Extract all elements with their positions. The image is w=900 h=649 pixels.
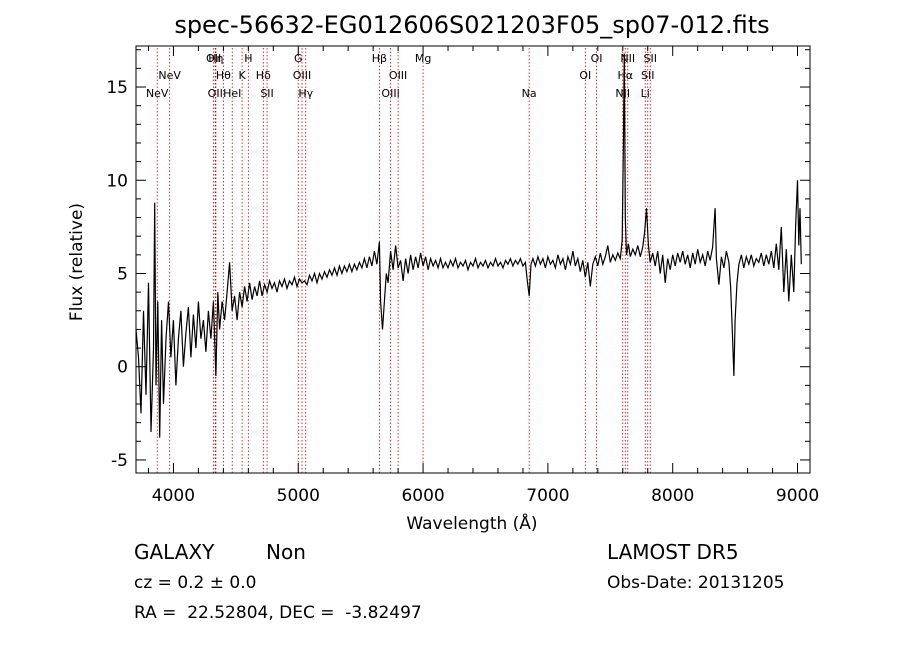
line-marker-label: HeI [223,87,241,100]
spectrum-line [135,53,802,438]
line-marker-label: Li [641,87,650,100]
line-marker-label: Hγ [298,87,313,100]
line-marker-label: Na [522,87,537,100]
coordinates: RA = 22.52804, DEC = -3.82497 [134,603,422,623]
x-tick-label: 7000 [526,486,569,506]
line-marker-label: H [244,52,252,65]
line-marker-label: OII [208,87,223,100]
x-axis-label: Wavelength (Å) [406,512,537,534]
line-marker-label: OIII [293,69,311,82]
x-tick-label: 6000 [401,486,444,506]
line-marker-label: Mg [415,52,431,65]
x-tick-label: 5000 [277,486,320,506]
y-tick-label: -5 [111,451,128,471]
x-axis: 4000 5000 6000 7000 8000 9000 [147,46,819,506]
line-marker-label: SII [641,69,654,82]
y-tick-label: 10 [106,171,128,191]
line-marker-label: OII [206,52,221,65]
line-marker-label: OI [579,69,591,82]
line-marker-label: G [294,52,303,65]
x-tick-label: 4000 [152,486,195,506]
line-marker-label: SII [260,87,273,100]
line-marker-label: NII [615,87,630,100]
survey-name: LAMOST DR5 [607,540,739,564]
line-marker-label: OIII [381,87,399,100]
line-marker-label: OI [591,52,603,65]
y-axis: -5 0 5 10 15 [106,49,810,471]
line-marker-label: Hβ [372,52,387,65]
y-tick-label: 0 [117,358,128,378]
line-marker-label: Hθ [216,69,231,82]
plot-frame [135,45,811,474]
line-marker-label: Hδ [256,69,271,82]
chart-title: spec-56632-EG012606S021203F05_sp07-012.f… [174,11,769,39]
line-marker-label: NeV [158,69,181,82]
line-marker-label: OIII [389,69,407,82]
line-marker-label: NeV [146,87,169,100]
y-tick-label: 5 [117,264,128,284]
y-axis-label: Flux (relative) [67,203,87,321]
observation-date: Obs-Date: 20131205 [607,573,785,593]
line-marker-label: SII [643,52,656,65]
y-tick-label: 15 [106,78,128,98]
emission-line-markers: NeVNeVOIIHηOIIHθHeIKHHδSIIGOIIIHγHβOIIIO… [146,48,657,473]
redshift-cz: cz = 0.2 ± 0.0 [134,573,257,593]
line-marker-label: Hη [208,52,223,65]
object-class: GALAXY [134,540,215,564]
line-marker-label: K [238,69,246,82]
object-subclass: Non [266,540,306,564]
x-tick-label: 9000 [776,486,819,506]
line-marker-label: NII [620,52,635,65]
line-marker-label: Hα [618,69,634,82]
x-tick-label: 8000 [651,486,694,506]
